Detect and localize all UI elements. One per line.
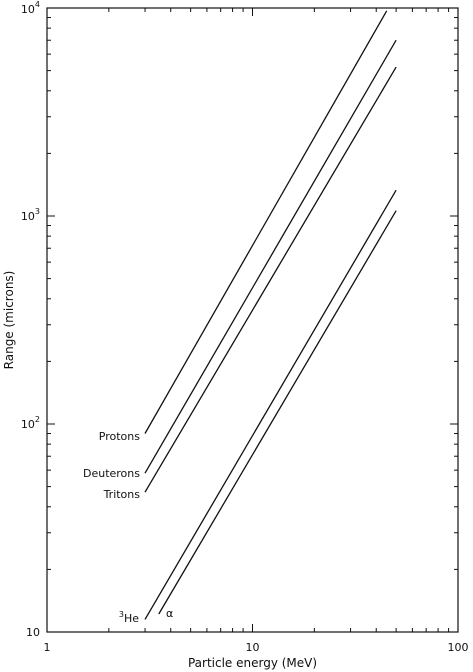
x-tick-label: 1	[44, 641, 51, 654]
y-axis-title: Range (microns)	[2, 271, 16, 370]
series-label-tritons: Tritons	[103, 488, 141, 501]
y-tick-label: 103	[21, 207, 40, 223]
series-labels: Protons Deuterons Tritons 3He α	[83, 430, 173, 625]
series-label-protons: Protons	[99, 430, 140, 443]
y-axis-tick-labels: 10 102 103 104	[21, 0, 40, 639]
x-axis-title: Particle energy (MeV)	[188, 656, 317, 670]
x-axis-ticks	[46, 8, 459, 632]
y-tick-label: 102	[21, 415, 40, 431]
series-line-protons	[144, 10, 388, 434]
y-axis-ticks	[47, 7, 458, 633]
y-tick-base: 10	[21, 210, 35, 223]
y-tick-base: 10	[21, 3, 35, 16]
y-tick-base: 10	[26, 626, 40, 639]
y-tick-base: 10	[21, 418, 35, 431]
y-tick-exponent: 3	[35, 207, 40, 216]
series-line-alpha	[158, 210, 397, 615]
y-tick-exponent: 4	[35, 0, 40, 9]
series-line-helium-3	[144, 189, 397, 620]
series-label-helium-3: 3He	[119, 610, 139, 625]
x-tick-label: 10	[246, 641, 260, 654]
series-lines	[144, 10, 397, 620]
series-line-tritons	[144, 66, 397, 493]
plot-frame	[46, 7, 459, 633]
helium-3-superscript: 3	[119, 610, 124, 619]
y-tick-exponent: 2	[35, 415, 40, 424]
series-label-alpha: α	[166, 607, 173, 620]
x-tick-label: 100	[448, 641, 469, 654]
helium-3-symbol: He	[124, 612, 139, 625]
x-axis-tick-labels: 1 10 100	[44, 641, 469, 654]
y-tick-label: 104	[21, 0, 40, 16]
series-line-deuterons	[144, 39, 397, 474]
series-label-deuterons: Deuterons	[83, 467, 140, 480]
y-tick-label: 10	[26, 626, 40, 639]
